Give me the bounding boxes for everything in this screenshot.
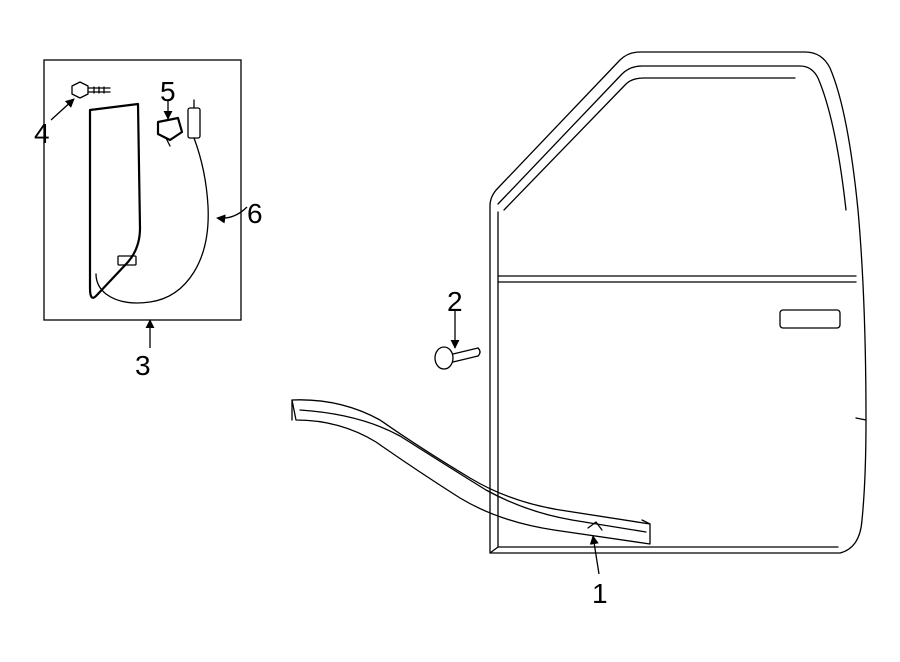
- applique-bolt: [72, 82, 110, 98]
- callout-1: 1: [592, 580, 608, 608]
- callout-4: 4: [34, 120, 50, 148]
- callout-2: 2: [447, 288, 463, 316]
- pillar-applique: [90, 104, 140, 298]
- callout-3: 3: [135, 352, 151, 380]
- applique-harness: [96, 100, 208, 303]
- callout-6: 6: [247, 200, 263, 228]
- parts-diagram: 1 2 3 4 5 6: [0, 0, 900, 662]
- diagram-svg: [0, 0, 900, 662]
- leaders: [51, 99, 599, 574]
- lower-molding: [292, 400, 650, 544]
- door-panel: [490, 52, 866, 553]
- applique-clip: [158, 118, 182, 146]
- callout-5: 5: [160, 78, 176, 106]
- molding-clip: [435, 347, 480, 369]
